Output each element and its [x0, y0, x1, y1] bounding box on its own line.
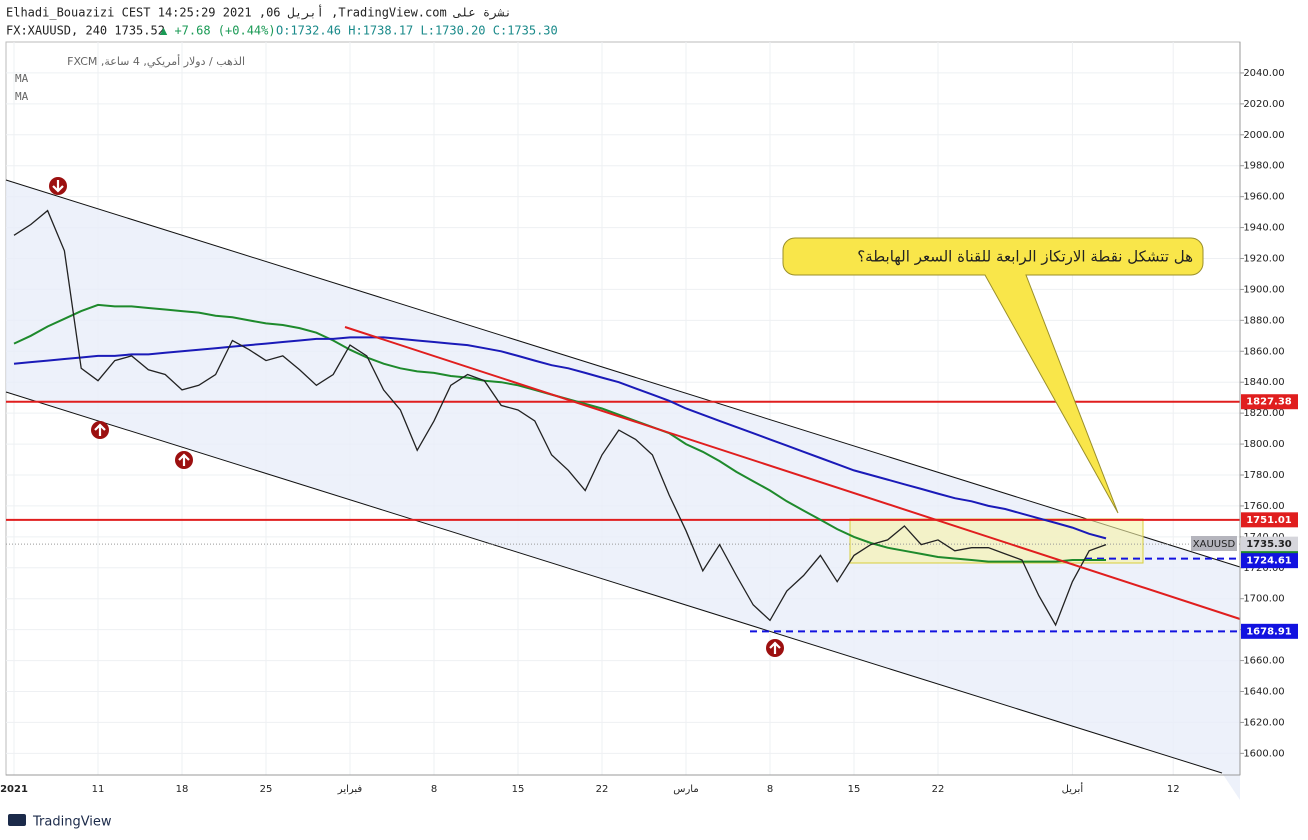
trend-line — [344, 326, 1241, 620]
price-level-box — [1241, 394, 1298, 410]
x-tick-label: 2021 — [0, 784, 28, 795]
callout-text: هل تتشكل نقطة الارتكاز الرابعة للقناة ال… — [857, 248, 1193, 266]
y-tick-label: 1960.00 — [1243, 192, 1284, 203]
y-tick-label: 1800.00 — [1243, 439, 1284, 450]
price-level-box — [1241, 536, 1298, 552]
price-level-label: 1678.91 — [1246, 626, 1292, 637]
x-tick-label: 25 — [260, 784, 273, 795]
channel-fill — [6, 180, 1240, 800]
legend-ma: MA — [15, 72, 29, 85]
arrow-icon — [52, 180, 64, 193]
y-tick-label: 1660.00 — [1243, 656, 1284, 667]
x-tick-label: 18 — [176, 784, 189, 795]
x-tick-label: 15 — [512, 784, 525, 795]
logo-icon — [8, 814, 26, 826]
y-tick-label: 1820.00 — [1243, 408, 1284, 419]
channel-upper — [5, 179, 1241, 568]
price-levels — [6, 400, 1240, 633]
axis-labels: 1600.001620.001640.001660.001680.001700.… — [0, 68, 1298, 795]
channel-lower — [5, 391, 1223, 774]
y-tick-label: 1620.00 — [1243, 717, 1284, 728]
price-line — [13, 209, 1107, 627]
y-tick-label: 2020.00 — [1243, 99, 1284, 110]
price-level-box — [1241, 512, 1298, 528]
consolidation-zone — [849, 518, 1144, 564]
x-tick-label: 11 — [92, 784, 105, 795]
y-tick-label: 1940.00 — [1243, 223, 1284, 234]
y-tick-label: 2040.00 — [1243, 68, 1284, 79]
y-tick-label: 1720.00 — [1243, 563, 1284, 574]
y-tick-label: 1880.00 — [1243, 315, 1284, 326]
symbol-tag: XAUUSD — [1193, 539, 1236, 550]
price-level-box — [1241, 553, 1298, 569]
symbol-tag-box — [1191, 536, 1237, 551]
x-tick-label: أبريل — [1062, 782, 1084, 795]
legend-ma: MA — [15, 90, 29, 103]
arrow-icon — [769, 641, 781, 654]
y-tick-label: 1780.00 — [1243, 470, 1284, 481]
y-tick-label: 1700.00 — [1243, 594, 1284, 605]
footer-logo: TradingView — [32, 815, 112, 830]
x-tick-label: مارس — [673, 784, 698, 795]
y-tick-label: 1860.00 — [1243, 346, 1284, 357]
x-tick-label: فبراير — [337, 784, 363, 795]
y-tick-label: 1920.00 — [1243, 253, 1284, 264]
change: ▲ +7.68 (+0.44%) — [160, 24, 276, 38]
price-level-box — [1241, 623, 1298, 639]
price-level-label: 1735.30 — [1246, 539, 1292, 550]
y-tick-label: 1600.00 — [1243, 748, 1284, 759]
y-tick-label: 2000.00 — [1243, 130, 1284, 141]
y-tick-label: 1980.00 — [1243, 161, 1284, 172]
price-level-label: 1724.61 — [1246, 556, 1292, 567]
legend-main: الذهب / دولار أمريكي, 4 ساعة, FXCM — [67, 54, 245, 68]
header-line: Elhadi_Bouazizi CEST 14:25:29 2021 ,06 أ… — [6, 5, 512, 21]
callout — [782, 237, 1204, 514]
y-tick-label: 1760.00 — [1243, 501, 1284, 512]
symbol: FX:XAUUSD, 240 1735.52 — [6, 24, 165, 38]
price-level-label: 1827.38 — [1246, 397, 1292, 408]
y-tick-label: 1840.00 — [1243, 377, 1284, 388]
moving-average — [13, 336, 1107, 540]
y-tick-label: 1900.00 — [1243, 284, 1284, 295]
x-tick-label: 22 — [596, 784, 609, 795]
x-tick-label: 8 — [431, 784, 437, 795]
x-tick-label: 12 — [1167, 784, 1180, 795]
price-level-label: 1751.01 — [1246, 515, 1292, 526]
ohlc: O:1732.46 H:1738.17 L:1730.20 C:1735.30 — [276, 24, 558, 38]
x-tick-label: 8 — [767, 784, 773, 795]
x-tick-label: 15 — [848, 784, 861, 795]
y-tick-label: 1640.00 — [1243, 686, 1284, 697]
pivot-markers — [49, 177, 784, 657]
x-tick-label: 22 — [932, 784, 945, 795]
arrow-icon — [94, 423, 106, 436]
arrow-icon — [178, 453, 190, 466]
